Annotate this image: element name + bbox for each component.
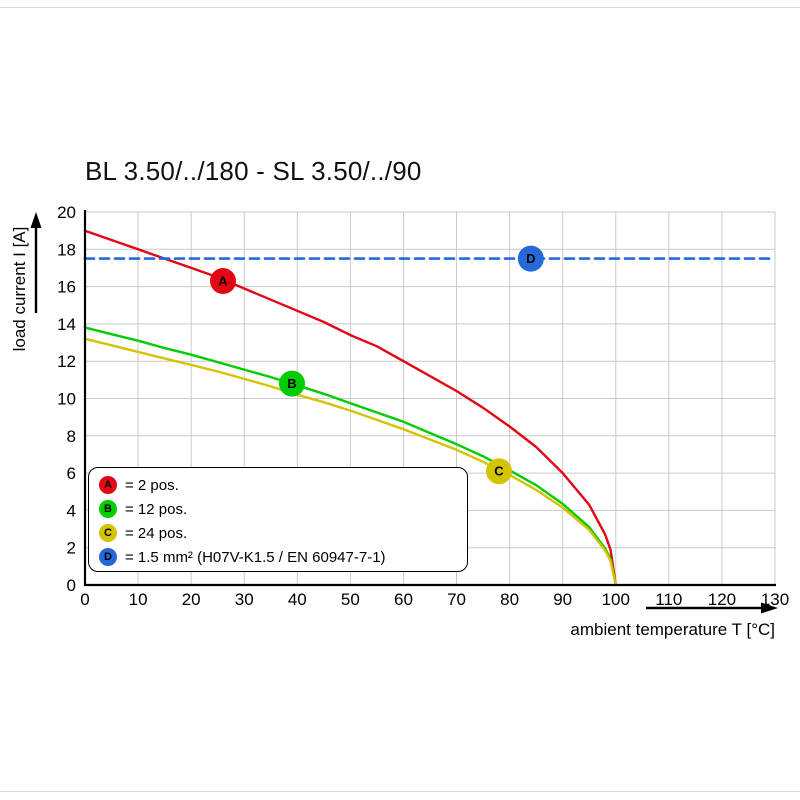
x-tick-label: 70 <box>447 590 466 609</box>
y-tick-label: 14 <box>57 315 76 334</box>
y-tick-label: 0 <box>67 576 76 595</box>
curve-marker-C: C <box>486 458 512 485</box>
x-tick-label: 40 <box>288 590 307 609</box>
legend-item-A: A = 2 pos. <box>99 473 467 497</box>
y-tick-label: 6 <box>67 464 76 483</box>
curve-marker-D: D <box>517 245 544 272</box>
y-tick-label: 12 <box>57 352 76 371</box>
x-tick-label: 10 <box>129 590 148 609</box>
y-tick-label: 16 <box>57 278 76 297</box>
page-bottom-border <box>0 791 800 792</box>
curve-marker-A: A <box>210 268 236 295</box>
svg-text:B: B <box>287 376 296 391</box>
x-tick-label: 110 <box>655 590 682 609</box>
legend-item-label: = 24 pos. <box>125 524 188 542</box>
x-tick-label: 80 <box>500 590 519 609</box>
page-top-border <box>0 7 800 8</box>
x-tick-label: 130 <box>761 590 789 609</box>
x-tick-label: 60 <box>394 590 413 609</box>
y-tick-label: 8 <box>67 427 76 446</box>
legend-marker-D-icon: D <box>99 548 117 566</box>
legend-item-label: = 1.5 mm² (H07V-K1.5 / EN 60947-7-1) <box>125 548 386 566</box>
x-tick-label: 20 <box>182 590 201 609</box>
chart-title: BL 3.50/../180 - SL 3.50/../90 <box>85 156 422 186</box>
x-tick-label: 100 <box>602 590 630 609</box>
y-tick-label: 18 <box>57 240 76 259</box>
y-tick-label: 20 <box>57 203 76 222</box>
series-B-curve <box>83 326 617 587</box>
x-axis-label: ambient temperature T [°C] <box>570 620 775 639</box>
x-tick-label: 30 <box>235 590 254 609</box>
legend-item-label: = 2 pos. <box>125 476 179 494</box>
x-tick-label: 90 <box>553 590 572 609</box>
chart-legend: A = 2 pos. B = 12 pos. C = 24 pos. D = 1.5 mm² … <box>88 467 468 572</box>
svg-text:C: C <box>494 464 504 479</box>
legend-marker-C-icon: C <box>99 524 117 542</box>
series-A-curve <box>83 229 617 587</box>
x-axis-arrowhead-icon <box>761 602 778 614</box>
legend-item-C: C = 24 pos. <box>99 521 467 545</box>
curve-marker-B: B <box>279 370 305 397</box>
svg-text:A: A <box>218 274 228 289</box>
legend-marker-B-icon: B <box>99 500 117 518</box>
legend-marker-A-icon: A <box>99 476 117 494</box>
y-axis-arrowhead-icon <box>30 212 42 228</box>
svg-text:D: D <box>526 251 535 266</box>
y-tick-label: 4 <box>67 501 76 520</box>
y-tick-label: 10 <box>57 390 76 409</box>
series-C-curve <box>83 337 617 587</box>
x-tick-label: 120 <box>708 590 736 609</box>
legend-item-label: = 12 pos. <box>125 500 188 518</box>
legend-item-B: B = 12 pos. <box>99 497 467 521</box>
legend-item-D: D = 1.5 mm² (H07V-K1.5 / EN 60947-7-1) <box>99 545 467 569</box>
y-tick-label: 2 <box>67 539 76 558</box>
x-tick-label: 50 <box>341 590 360 609</box>
x-tick-label: 0 <box>80 590 89 609</box>
